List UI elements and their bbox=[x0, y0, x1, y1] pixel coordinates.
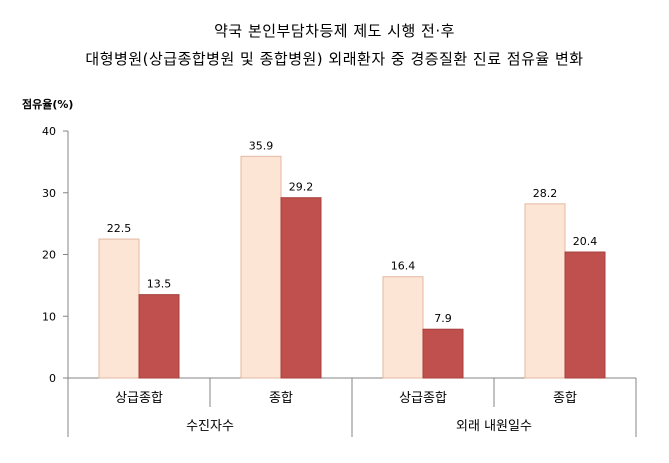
data-label: 22.5 bbox=[107, 222, 132, 235]
data-label: 20.4 bbox=[573, 235, 598, 248]
bar bbox=[280, 197, 322, 379]
data-label: 28.2 bbox=[533, 187, 558, 200]
category-label: 상급종합 bbox=[115, 391, 163, 406]
y-tick-label: 20 bbox=[42, 249, 56, 262]
y-axis-label: 점유율(%) bbox=[22, 98, 74, 111]
group-label: 수진자수 bbox=[186, 419, 234, 434]
y-tick-label: 0 bbox=[49, 372, 56, 385]
bar bbox=[98, 238, 140, 379]
bar bbox=[564, 251, 606, 379]
bar bbox=[382, 276, 424, 379]
bar bbox=[422, 328, 464, 379]
y-tick-label: 40 bbox=[42, 125, 56, 138]
category-label: 종합 bbox=[269, 391, 293, 406]
data-label: 13.5 bbox=[147, 278, 172, 291]
group-label: 외래 내원일수 bbox=[456, 419, 532, 434]
chart-title-line1: 약국 본인부담차등제 제도 시행 전·후 bbox=[214, 22, 455, 40]
data-label: 35.9 bbox=[249, 139, 274, 152]
bar bbox=[240, 155, 282, 379]
y-tick-label: 10 bbox=[42, 310, 56, 323]
bar bbox=[524, 203, 566, 379]
y-tick-label: 30 bbox=[42, 187, 56, 200]
data-label: 7.9 bbox=[434, 312, 452, 325]
data-label: 16.4 bbox=[391, 260, 416, 273]
category-label: 상급종합 bbox=[399, 391, 447, 406]
chart-title-line2: 대형병원(상급종합병원 및 종합병원) 외래환자 중 경증질환 진료 점유율 변… bbox=[85, 50, 584, 68]
category-label: 종합 bbox=[553, 391, 577, 406]
bar bbox=[138, 294, 180, 379]
data-label: 29.2 bbox=[289, 181, 314, 194]
